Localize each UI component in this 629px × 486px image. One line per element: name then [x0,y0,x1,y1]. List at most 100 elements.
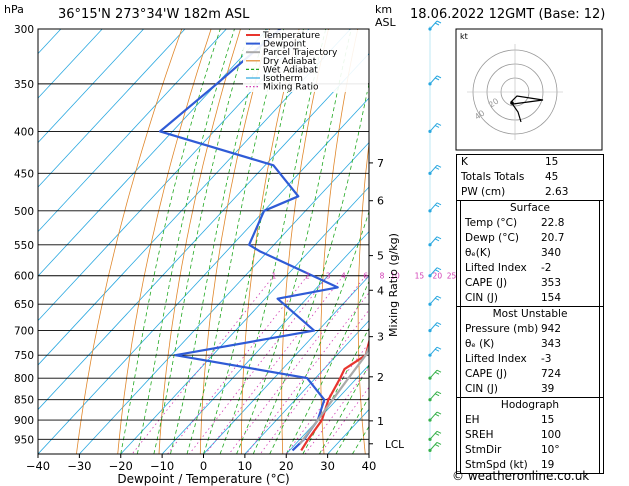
index-row: EH 15 [461,413,599,428]
isotherm-line [285,364,369,454]
index-value: 340 [541,247,562,259]
mixing-ratio-label: 6 [363,272,368,281]
index-value: 22.8 [541,217,565,229]
pressure-tick-label: 550 [14,240,34,252]
isotherm-line [38,29,310,322]
isotherm-line [38,53,369,411]
index-row: Totals Totals 45 [457,170,603,185]
km-label: km [375,3,393,16]
dewpoint-line [159,29,339,452]
background-lines [38,29,629,454]
wind-barb [428,322,442,333]
x-tick-label: 20 [279,459,294,473]
dry-adiabat-line [76,29,183,454]
pressure-tick-label: 950 [14,434,34,446]
index-row: Pressure (mb) 942 [461,322,599,337]
most-unstable-section: Most Unstable Pressure (mb) 942 θₑ (K) 343 L… [457,306,603,397]
height-tick-label: 3 [377,331,384,344]
dry-adiabat-line [622,29,629,454]
wind-barb [428,267,442,278]
wet-adiabat-line [170,29,267,454]
index-row: Lifted Index -2 [461,261,599,276]
index-value: 39 [541,383,555,395]
dry-adiabat-line [241,29,300,454]
index-row: θₑ(K) 340 [461,246,599,261]
x-tick-label: 0 [200,459,207,473]
wind-barb [428,236,442,247]
index-row: StmSpd (kt) 19 [461,458,599,473]
index-row: θₑ (K) 343 [461,337,599,352]
index-value: 154 [541,292,562,304]
index-row: CIN (J) 154 [461,291,599,306]
wet-adiabat-line [252,81,369,454]
mixing-ratio-line [304,366,369,454]
index-label: K [461,156,468,168]
indices-table: K 15 Totals Totals 45 PW (cm) 2.63 Surface Te… [456,154,604,474]
wind-barb [428,369,442,380]
x-tick-label: 10 [238,459,253,473]
height-tick-label: 4 [377,284,384,297]
hodograph-unit-label: kt [460,32,468,41]
isotherm-line [203,275,369,454]
asl-label: ASL [375,16,396,29]
surface-section: Surface Temp (°C) 22.8 Dewp (°C) 20.7 θₑ(K) 3… [457,200,603,306]
index-row: K 15 [457,155,603,170]
x-axis-label: Dewpoint / Temperature (°C) [117,472,289,486]
hodograph-trace [510,95,544,123]
index-label: EH [465,414,480,426]
index-value: -3 [541,353,552,365]
mixing-ratio-label: 2 [305,272,310,281]
wet-adiabat-line [186,29,285,454]
index-value: 19 [541,459,555,471]
isotherm-line [38,29,186,188]
dry-adiabat-line [281,29,329,454]
pressure-tick-label: 900 [14,415,34,427]
hodograph-section: Hodograph EH 15 SREH 100 StmDir 10° StmSpd (kt… [457,397,603,473]
isotherm-line [38,29,144,144]
wind-barb [428,411,442,422]
legend-label: Mixing Ratio [263,83,319,93]
wet-adiabat-line [285,280,369,454]
lcl-label: LCL [385,439,404,451]
index-label: Dewp (°C) [465,232,519,244]
dry-adiabat-line [199,29,271,454]
height-tick-label: 7 [377,157,384,170]
wet-adiabat-line [318,364,369,454]
pressure-tick-label: 800 [14,373,34,385]
isotherm-line [38,29,269,277]
dry-adiabat-line [158,29,241,454]
wind-barb [428,391,442,402]
index-value: 45 [545,171,559,183]
index-label: PW (cm) [461,186,506,198]
mixing-ratio-label: 3 [326,272,331,281]
legend-label: Wet Adiabat [263,65,318,75]
mixing-ratio-label: 8 [380,272,385,281]
index-label: CIN (J) [465,383,498,395]
index-row: Temp (°C) 22.8 [461,216,599,231]
legend-box [243,30,368,92]
index-row: PW (cm) 2.63 [457,185,603,200]
wind-barb [428,202,442,213]
index-value: 2.63 [545,186,569,198]
series-group [159,29,369,452]
legend-label: Parcel Trajectory [263,48,338,58]
mixing-ratio-line [246,292,369,454]
wind-barb [428,122,442,134]
index-row: SREH 100 [461,428,599,443]
mixing-ratio-label: 1 [272,272,277,281]
mixing-ratio-label: 25 [447,272,457,281]
index-row: CIN (J) 39 [461,382,599,397]
pressure-tick-label: 600 [14,271,34,283]
pressure-tick-label: 850 [14,395,34,407]
axes: 1 2 3 4 6 8 10 15 20 2530035040045050055060065070… [14,24,457,486]
index-value: 15 [545,156,559,168]
x-tick-label: 40 [362,459,377,473]
hodograph-title: Hodograph [500,399,560,411]
isotherm-line [79,141,369,454]
index-value: 100 [541,429,562,441]
dry-adiabat-line [117,29,212,454]
legend-label: Temperature [262,31,320,41]
index-row: CAPE (J) 724 [461,367,599,382]
index-label: Totals Totals [461,171,525,183]
